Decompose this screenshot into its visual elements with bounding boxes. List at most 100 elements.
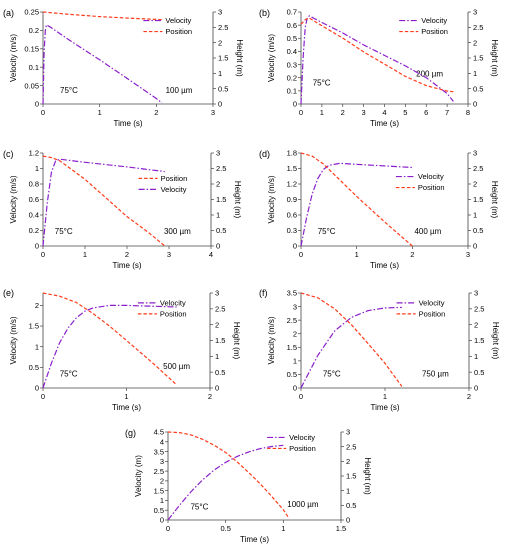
y-right-tick-label: 2.5	[216, 164, 226, 173]
y-right-tick-label: 0	[218, 100, 222, 109]
y-right-tick-label: 2	[473, 180, 477, 189]
x-tick-label: 7	[445, 108, 449, 117]
x-tick-label: 1	[124, 392, 128, 401]
y-left-tick-label: 0	[35, 100, 39, 109]
panel-label: (d)	[259, 149, 270, 159]
velocity-series-line	[167, 444, 284, 521]
size-annotation: 300 µm	[164, 227, 191, 236]
y-right-tick-label: 1	[474, 352, 478, 361]
x-tick-label: 3	[362, 108, 366, 117]
position-series-line	[42, 292, 178, 386]
y-right-tick-label: 1.5	[474, 336, 484, 345]
temperature-annotation: 75°C	[323, 370, 341, 379]
size-annotation: 750 µm	[422, 370, 449, 379]
panel-g: 0 0.5 1 1.500.511.522.533.544.500.511.522.5…	[125, 428, 372, 544]
y-left-tick-label: 0.2	[29, 26, 39, 35]
y-right-tick-label: 0.5	[473, 84, 483, 93]
legend-velocity-label: Velocity	[160, 298, 186, 307]
legend-position-label: Position	[418, 183, 445, 192]
y-left-axis-title: Velocity (m)	[134, 455, 143, 497]
y-right-tick-label: 2.5	[473, 164, 483, 173]
x-tick-label: 2	[125, 250, 129, 259]
x-tick-label: 1	[98, 108, 102, 117]
y-left-tick-label: 1.5	[154, 486, 164, 495]
panel-c: 0 1 2 3 400.20.40.60.811.200.511.522.53Time …	[3, 149, 242, 270]
y-right-tick-label: 0.5	[473, 226, 483, 235]
x-tick-label: 2	[154, 108, 158, 117]
x-tick-label: 1	[383, 392, 387, 401]
y-left-tick-label: 0.8	[29, 180, 39, 189]
temperature-annotation: 75°C	[318, 227, 336, 236]
y-left-tick-label: 0.7	[287, 8, 297, 17]
panel-label: (g)	[125, 428, 136, 438]
size-annotation: 400 µm	[414, 227, 441, 236]
y-right-tick-label: 1	[218, 69, 222, 78]
y-left-tick-label: 0.4	[29, 211, 39, 220]
y-right-tick-label: 0.5	[216, 226, 226, 235]
x-tick-label: 2	[467, 392, 471, 401]
y-left-tick-label: 0.3	[287, 226, 297, 235]
y-right-tick-label: 1.5	[473, 195, 483, 204]
x-axis-title: Time (s)	[370, 403, 399, 412]
y-left-tick-label: 0.6	[287, 21, 297, 30]
panel-d: 0 1 2 300.30.60.91.21.51.800.511.522.53Time…	[259, 149, 499, 270]
x-tick-label: 2	[208, 392, 212, 401]
y-right-tick-label: 1	[216, 211, 220, 220]
y-left-tick-label: 2.5	[154, 467, 164, 476]
x-tick-label: 1	[320, 108, 324, 117]
y-left-tick-label: 0	[293, 100, 297, 109]
y-right-tick-label: 1.5	[216, 195, 226, 204]
x-axis-title: Time (s)	[112, 403, 141, 412]
legend-position-label: Position	[165, 27, 192, 36]
x-tick-label: 0	[41, 392, 45, 401]
position-series-line	[42, 155, 166, 247]
y-left-tick-label: 2.5	[287, 316, 297, 325]
x-tick-label: 3	[167, 250, 171, 259]
y-right-tick-label: 2.5	[215, 305, 225, 314]
temperature-annotation: 75°C	[60, 86, 78, 95]
y-right-tick-label: 0.5	[346, 501, 356, 510]
position-series-line	[42, 11, 163, 21]
y-right-tick-label: 2.5	[474, 305, 484, 314]
position-series-line	[300, 292, 403, 387]
legend-velocity-label: Velocity	[421, 16, 447, 25]
legend-velocity-label: Velocity	[165, 16, 191, 25]
y-right-tick-label: 0	[473, 100, 477, 109]
y-right-axis-title: Height (m)	[235, 39, 244, 77]
x-axis-title: Time (s)	[113, 119, 142, 128]
panel-b: 0 1 2 3 4 5 6 7 800.10.20.30.40.50.60.700.511.52…	[259, 8, 499, 128]
legend-velocity-label: Velocity	[418, 172, 444, 181]
y-left-tick-label: 3	[293, 302, 297, 311]
size-annotation: 1000 µm	[287, 500, 319, 509]
panel-label: (b)	[259, 8, 270, 18]
size-annotation: 100 µm	[166, 86, 193, 95]
x-tick-label: 0	[41, 250, 45, 259]
y-left-tick-label: 1.5	[29, 322, 39, 331]
y-left-tick-label: 0.9	[287, 195, 297, 204]
velocity-series-line	[42, 23, 163, 105]
y-right-tick-label: 1.5	[218, 54, 228, 63]
x-axis-title: Time (s)	[370, 261, 399, 270]
x-tick-label: 4	[209, 250, 213, 259]
y-right-tick-label: 3	[218, 8, 222, 17]
velocity-series-line	[300, 162, 413, 247]
y-right-tick-label: 2	[346, 457, 350, 466]
y-left-tick-label: 1	[293, 357, 297, 366]
y-left-axis-title: Velocity (m/s)	[267, 316, 276, 364]
y-right-axis-title: Height (m)	[363, 457, 372, 495]
x-tick-label: 4	[382, 108, 386, 117]
x-tick-label: 0	[299, 108, 303, 117]
y-right-tick-label: 2.5	[473, 23, 483, 32]
y-right-tick-label: 3	[473, 8, 477, 17]
y-left-tick-label: 0.4	[287, 47, 297, 56]
y-right-axis-title: Height (m)	[490, 39, 499, 77]
legend-velocity-label: Velocity	[289, 433, 315, 442]
x-tick-label: 0	[166, 524, 170, 533]
x-tick-label: 2	[341, 108, 345, 117]
y-right-tick-label: 1	[215, 352, 219, 361]
temperature-annotation: 75°C	[313, 79, 331, 88]
y-left-tick-label: 1.2	[29, 149, 39, 158]
y-right-axis-title: Height (m)	[232, 322, 241, 360]
y-left-axis-title: Velocity (m/s)	[9, 316, 18, 364]
